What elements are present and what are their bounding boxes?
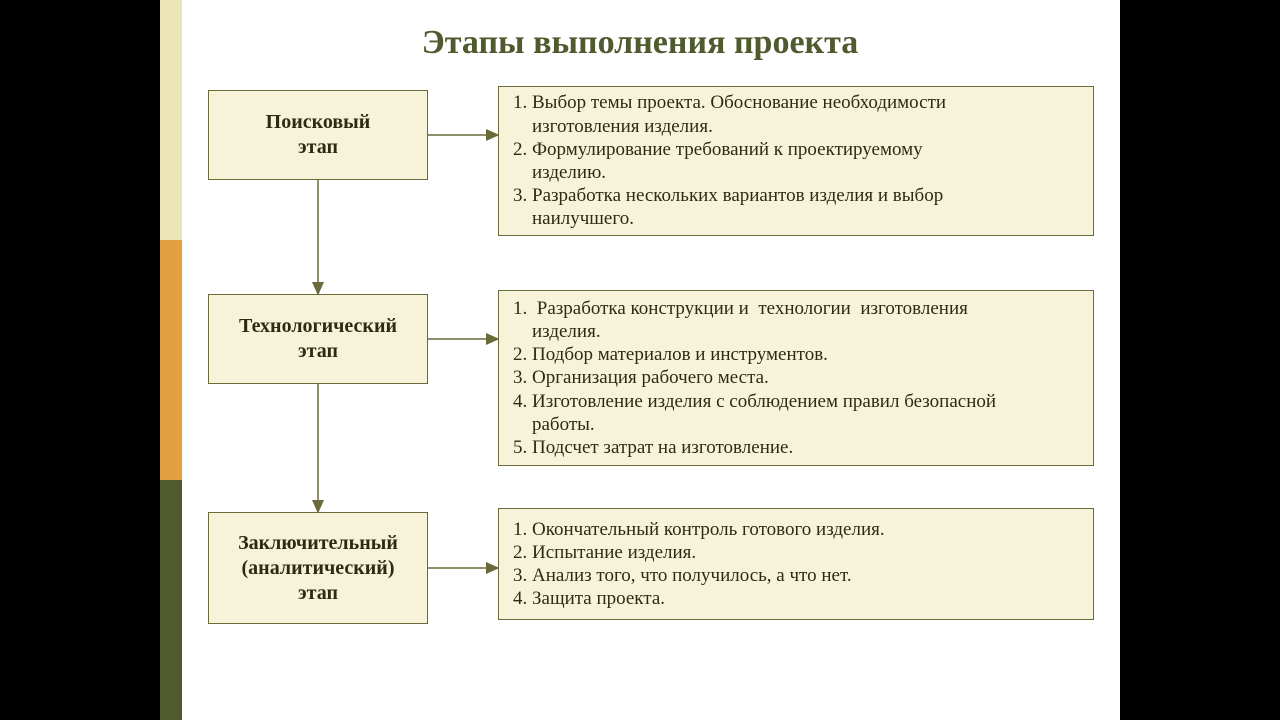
stage-label-line: этап (298, 339, 338, 364)
detail-line: 3. Анализ того, что получилось, а что не… (513, 564, 852, 587)
detail-line: изделия. (513, 320, 601, 343)
stage-label-line: Поисковый (266, 110, 371, 135)
slide-canvas: Этапы выполнения проекта Поисковыйэтап1.… (160, 0, 1120, 720)
detail-line: 2. Испытание изделия. (513, 541, 696, 564)
stage-label-line: этап (298, 135, 338, 160)
accent-bar (160, 0, 182, 720)
detail-line: 3. Разработка нескольких вариантов издел… (513, 184, 943, 207)
stage-label-line: Заключительный (238, 531, 398, 556)
slide-title: Этапы выполнения проекта (160, 24, 1120, 62)
detail-line: работы. (513, 413, 595, 436)
detail-line: 1. Разработка конструкции и технологии и… (513, 297, 968, 320)
accent-segment-1 (160, 240, 182, 480)
stage-label-line: Технологический (239, 314, 397, 339)
detail-line: 4. Изготовление изделия с соблюдением пр… (513, 390, 996, 413)
detail-line: изготовления изделия. (513, 115, 713, 138)
detail-line: 2. Формулирование требований к проектиру… (513, 138, 923, 161)
detail-box-0: 1. Выбор темы проекта. Обоснование необх… (498, 86, 1094, 236)
detail-box-2: 1. Окончательный контроль готового издел… (498, 508, 1094, 620)
detail-line: 2. Подбор материалов и инструментов. (513, 343, 828, 366)
detail-line: 5. Подсчет затрат на изготовление. (513, 436, 793, 459)
detail-line: 3. Организация рабочего места. (513, 366, 769, 389)
detail-line: изделию. (513, 161, 606, 184)
stage-label-line: (аналитический) (242, 556, 395, 581)
stage-box-0: Поисковыйэтап (208, 90, 428, 180)
accent-segment-0 (160, 0, 182, 240)
stage-box-2: Заключительный(аналитический)этап (208, 512, 428, 624)
stage-label-line: этап (298, 581, 338, 606)
detail-line: 4. Защита проекта. (513, 587, 665, 610)
detail-box-1: 1. Разработка конструкции и технологии и… (498, 290, 1094, 466)
accent-segment-2 (160, 480, 182, 720)
detail-line: наилучшего. (513, 207, 634, 230)
detail-line: 1. Выбор темы проекта. Обоснование необх… (513, 91, 946, 114)
detail-line: 1. Окончательный контроль готового издел… (513, 518, 885, 541)
stage-box-1: Технологическийэтап (208, 294, 428, 384)
